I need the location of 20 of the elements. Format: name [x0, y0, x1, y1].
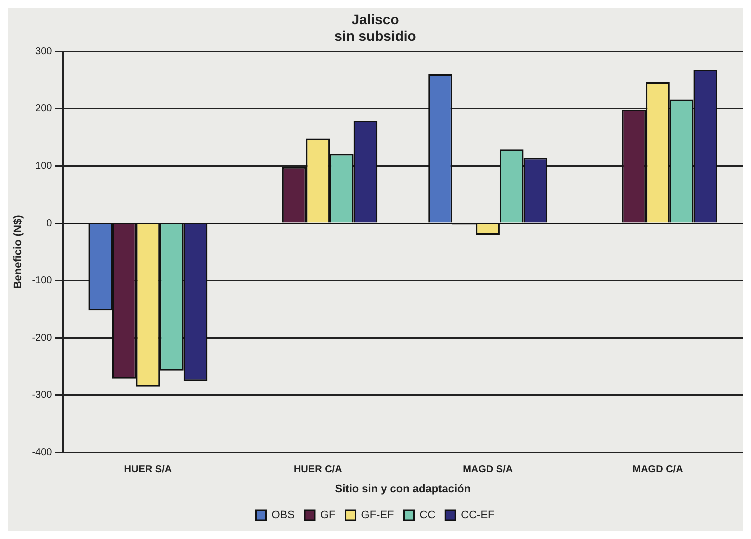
x-tick-label: MAGD C/A — [632, 464, 684, 476]
y-tick-label: 0 — [46, 218, 53, 230]
x-tick-label: MAGD S/A — [463, 464, 514, 476]
legend-label: GF-EF — [361, 510, 395, 522]
y-axis-title: Beneficio (N$) — [12, 214, 25, 290]
x-tick-label: HUER C/A — [294, 464, 342, 476]
legend-label: GF — [320, 510, 336, 522]
y-tick-label: -100 — [32, 276, 53, 287]
y-tick-label: -200 — [32, 332, 53, 344]
y-tick-label: 100 — [36, 160, 53, 172]
legend-label: CC — [420, 510, 436, 522]
chart-title: Jalisco sin subsidio — [334, 11, 416, 44]
x-axis-title: Sitio sin y con adaptación — [335, 483, 472, 496]
y-tick-label: -400 — [32, 448, 53, 459]
y-tick-label: 200 — [36, 104, 53, 115]
legend-label: OBS — [272, 510, 295, 522]
legend-label: CC-EF — [461, 510, 496, 522]
y-tick-label: -300 — [32, 390, 53, 402]
x-tick-label: HUER S/A — [124, 464, 172, 476]
y-tick-label: 300 — [36, 46, 53, 58]
